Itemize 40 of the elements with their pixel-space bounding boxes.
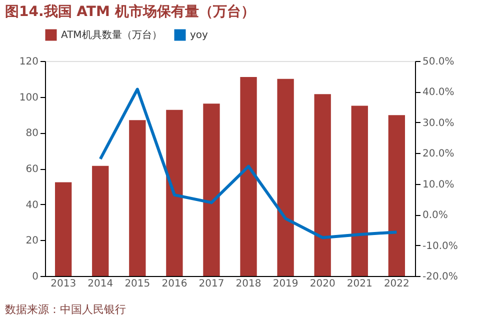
x-tick-label: 2016 <box>162 278 188 290</box>
x-tick-label: 2020 <box>310 278 336 290</box>
x-tick-label: 2017 <box>198 278 224 290</box>
x-tick-label: 2019 <box>272 278 298 290</box>
chart-title: 图14.我国 ATM 机市场保有量（万台） <box>5 3 255 20</box>
bar <box>277 78 294 276</box>
y-tick-label: 20 <box>26 236 38 247</box>
y2-tick-label: -10.0% <box>422 240 458 252</box>
bar <box>92 166 109 276</box>
line-series <box>98 88 398 240</box>
y-tick-label: 120 <box>19 56 38 68</box>
legend-label: yoy <box>190 30 208 41</box>
bar <box>166 110 183 276</box>
legend-label: ATM机具数量（万台） <box>61 29 162 41</box>
y2-tick-label: 50.0% <box>422 56 454 68</box>
bar <box>314 94 331 276</box>
y2-tick-label: 0.0% <box>422 210 448 222</box>
y2-tick-label: 10.0% <box>422 179 454 190</box>
y2-tick-label: 20.0% <box>422 148 454 160</box>
bar <box>129 120 146 276</box>
x-tick-label: 2013 <box>50 278 76 290</box>
bar <box>351 106 368 276</box>
y-tick-label: 0 <box>32 272 38 282</box>
y-tick-label: 40 <box>26 200 38 211</box>
bar <box>240 76 257 276</box>
x-tick-label: 2022 <box>384 278 410 290</box>
source-note: 数据来源：中国人民银行 <box>5 303 126 316</box>
bar <box>388 115 405 276</box>
y-tick-label: 100 <box>19 92 38 104</box>
bar <box>203 104 220 276</box>
x-tick-label: 2021 <box>346 278 372 290</box>
x-tick-label: 2014 <box>88 278 114 290</box>
x-tick-label: 2015 <box>124 278 150 290</box>
y2-tick-label: -20.0% <box>422 272 458 282</box>
y2-tick-label: 40.0% <box>422 87 454 98</box>
y-tick-label: 60 <box>26 164 38 175</box>
y2-tick-label: 30.0% <box>422 118 454 129</box>
x-tick-label: 2018 <box>236 278 262 290</box>
y-tick-label: 80 <box>26 128 38 140</box>
bar <box>55 182 72 276</box>
